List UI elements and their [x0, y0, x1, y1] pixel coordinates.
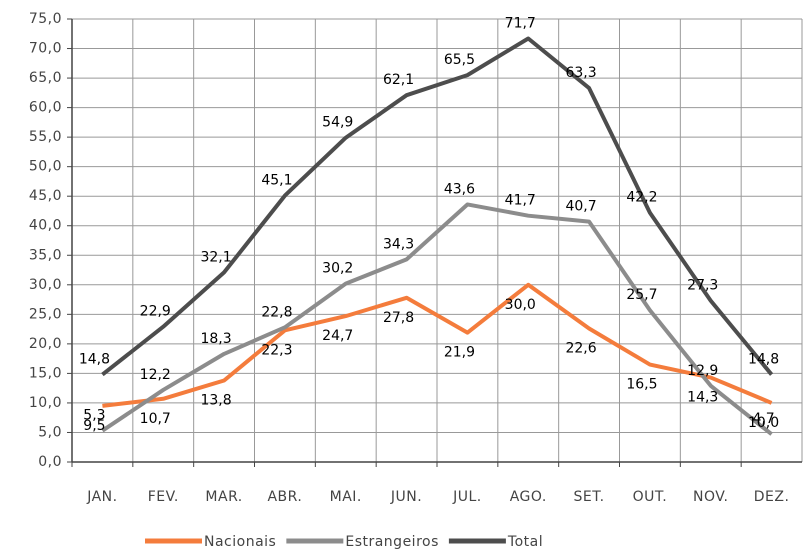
data-label: 22,8 [261, 304, 292, 320]
data-label: 13,8 [200, 392, 231, 408]
y-tick-label: 5,0 [38, 424, 62, 440]
x-tick-label: FEV. [148, 489, 179, 505]
y-tick-label: 55,0 [29, 129, 62, 145]
data-label: 18,3 [200, 331, 231, 347]
y-tick-label: 70,0 [29, 41, 62, 57]
series-line [102, 282, 773, 408]
series-line [101, 36, 774, 377]
data-label: 43,6 [444, 181, 475, 197]
y-tick-label: 60,0 [29, 100, 62, 116]
data-label: 65,5 [444, 52, 475, 68]
x-tick-label: JUL. [452, 489, 482, 505]
y-tick-label: 15,0 [29, 365, 62, 381]
y-tick-label: 35,0 [29, 247, 62, 263]
data-label: 42,2 [626, 190, 657, 206]
y-tick-label: 65,0 [29, 70, 62, 86]
x-tick-label: NOV. [693, 489, 728, 505]
series-line [101, 202, 773, 436]
y-tick-label: 45,0 [29, 188, 62, 204]
x-tick-label: MAR. [205, 489, 242, 505]
data-label: 22,3 [261, 342, 292, 358]
data-label: 14,8 [79, 352, 110, 368]
data-label: 22,6 [565, 341, 596, 357]
y-tick-label: 40,0 [29, 218, 62, 234]
y-tick-label: 75,0 [29, 11, 62, 27]
legend-label: Nacionais [204, 534, 276, 550]
y-tick-label: 30,0 [29, 277, 62, 293]
data-label: 54,9 [322, 115, 353, 131]
data-label: 63,3 [565, 65, 596, 81]
x-tick-label: JUN. [390, 489, 422, 505]
data-label: 5,3 [83, 408, 105, 424]
data-label: 24,7 [322, 328, 353, 344]
x-tick-label: DEZ. [754, 489, 790, 505]
data-label: 32,1 [200, 249, 231, 265]
y-tick-label: 0,0 [38, 454, 62, 470]
y-tick-label: 20,0 [29, 336, 62, 352]
data-label: 30,2 [322, 261, 353, 277]
y-tick-label: 25,0 [29, 306, 62, 322]
data-label: 45,1 [261, 173, 292, 189]
data-label: 22,9 [140, 304, 171, 320]
data-label: 16,5 [626, 377, 657, 393]
data-label: 10,7 [140, 411, 171, 427]
data-label: 12,9 [687, 363, 718, 379]
x-tick-label: AGO. [510, 489, 547, 505]
data-label: 25,7 [626, 287, 657, 303]
data-label: 40,7 [565, 199, 596, 215]
x-tick-label: OUT. [633, 489, 668, 505]
data-label: 71,7 [505, 15, 536, 31]
data-label: 34,3 [383, 236, 414, 252]
data-label: 14,8 [748, 352, 779, 368]
data-label: 14,3 [687, 390, 718, 406]
data-label: 30,0 [505, 297, 536, 313]
data-label: 21,9 [444, 345, 475, 361]
x-tick-label: MAI. [330, 489, 362, 505]
x-tick-label: JAN. [86, 489, 117, 505]
data-label: 12,2 [140, 367, 171, 383]
data-label: 27,3 [687, 278, 718, 294]
x-tick-label: ABR. [267, 489, 302, 505]
data-label: 62,1 [383, 72, 414, 88]
y-tick-label: 10,0 [29, 395, 62, 411]
data-label: 4,7 [752, 411, 774, 427]
data-label: 27,8 [383, 310, 414, 326]
data-label: 9,5 [83, 418, 105, 434]
data-label: 10,0 [748, 415, 779, 431]
legend-label: Estrangeiros [345, 534, 439, 550]
x-tick-label: SET. [574, 489, 605, 505]
legend-label: Total [507, 534, 543, 550]
y-tick-label: 50,0 [29, 159, 62, 175]
data-label: 41,7 [505, 193, 536, 209]
